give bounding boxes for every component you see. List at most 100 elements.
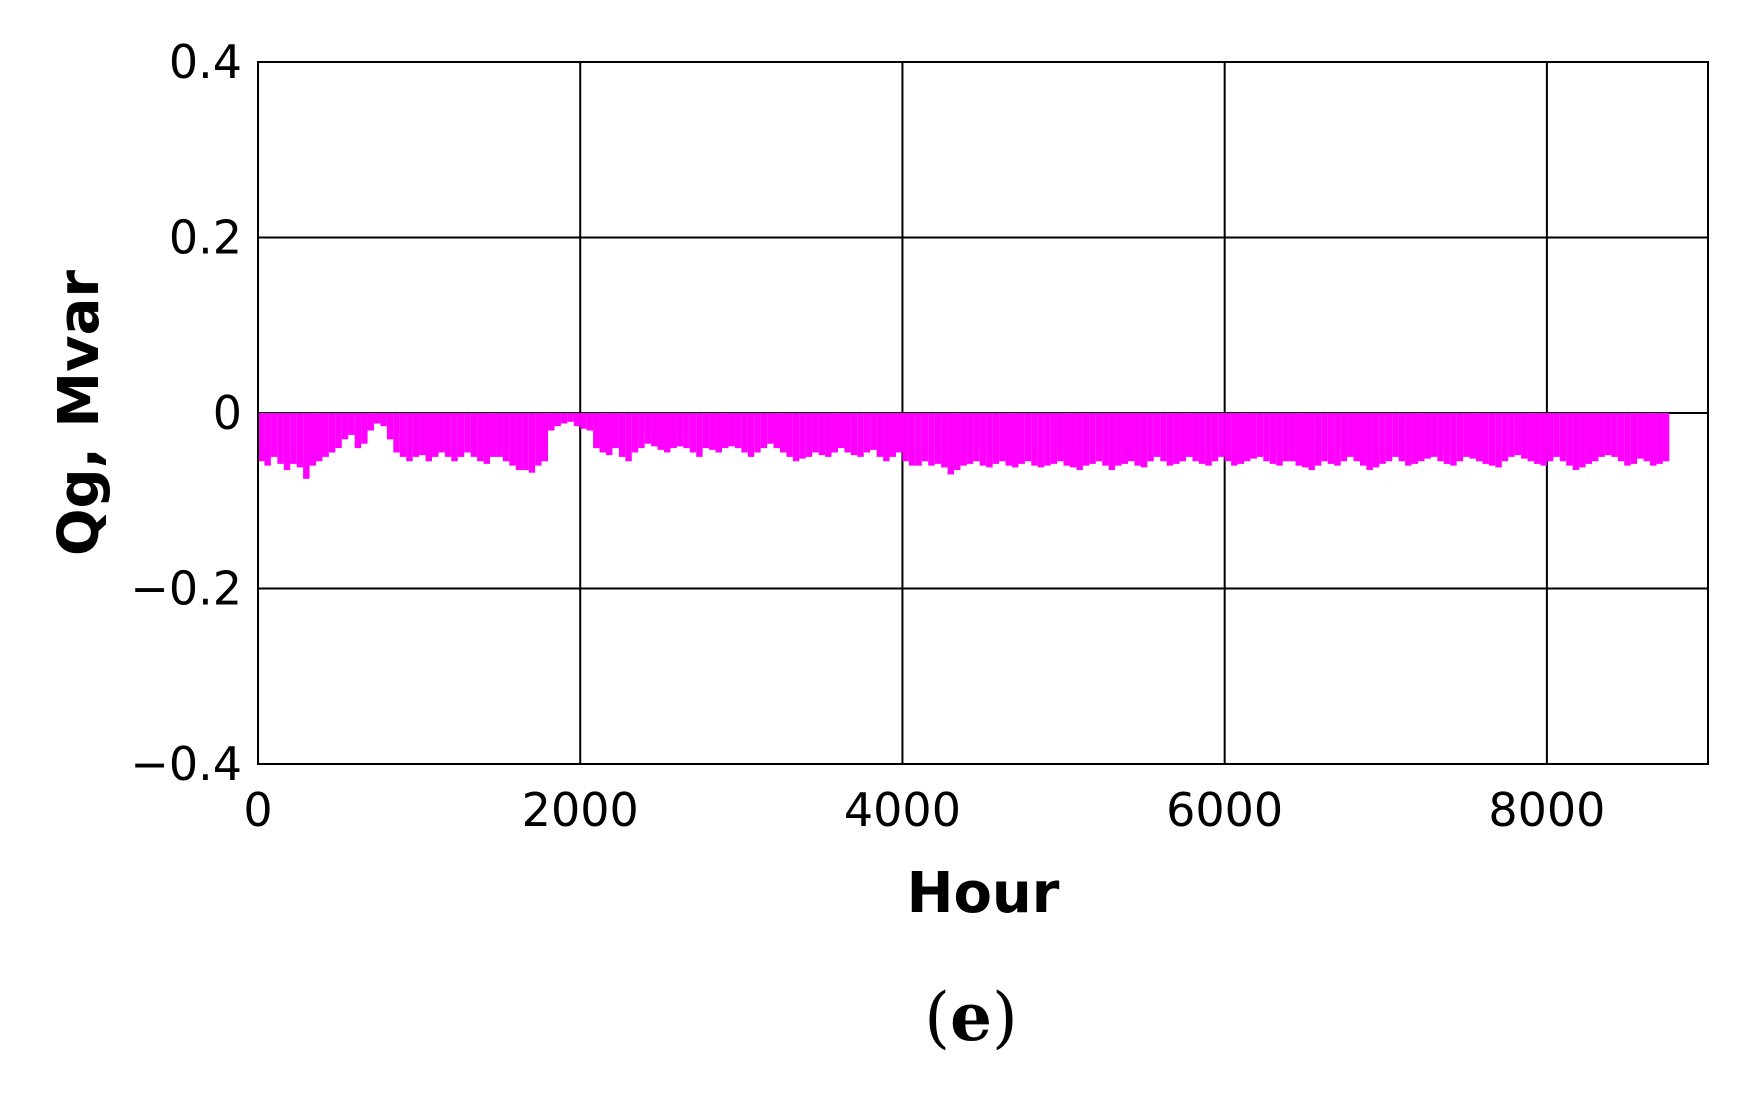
series-bar — [1289, 413, 1296, 462]
series-bar — [838, 413, 845, 449]
series-bar — [1469, 413, 1476, 459]
series-bar — [554, 413, 561, 427]
y-tick-label: 0 — [213, 386, 242, 440]
series-bar — [638, 413, 645, 449]
series-bar — [1321, 413, 1328, 462]
series-bar — [979, 413, 987, 466]
x-tick-label: 8000 — [1488, 783, 1605, 837]
series-bar — [593, 413, 600, 449]
series-bar — [316, 413, 323, 462]
series-bar — [444, 413, 452, 457]
series-bar — [1527, 413, 1534, 462]
series-bar — [586, 413, 594, 431]
series-bar — [1018, 413, 1025, 464]
series-bar — [1411, 413, 1418, 464]
series-bar — [277, 413, 284, 464]
series-bar — [1044, 413, 1051, 466]
series-bar — [573, 413, 581, 427]
series-bar — [966, 413, 974, 464]
series-bar — [1508, 413, 1515, 457]
series-bar — [696, 413, 703, 457]
series-bar — [612, 413, 619, 449]
series-bar — [928, 413, 935, 466]
series-bar — [1643, 413, 1650, 462]
series-bar — [644, 413, 652, 444]
series-bar — [464, 413, 471, 453]
series-bar — [322, 413, 329, 457]
series-bar — [1340, 413, 1348, 462]
series-bar — [876, 413, 884, 457]
series-bar — [348, 413, 355, 435]
series-bar — [863, 413, 871, 453]
series-bar — [1076, 413, 1083, 471]
series-bar — [1198, 413, 1206, 464]
series-bar — [722, 413, 729, 449]
series-bar — [1495, 413, 1502, 468]
y-tick-label: 0.4 — [169, 35, 242, 89]
series-bar — [664, 413, 671, 453]
series-bar — [818, 413, 826, 456]
series-bar — [941, 413, 948, 468]
series-bar — [1192, 413, 1199, 462]
series-bar — [670, 413, 677, 449]
series-bar — [541, 413, 548, 462]
series-bar — [1005, 413, 1012, 466]
series-bar — [1617, 413, 1625, 462]
series-bar — [1347, 413, 1354, 457]
series-bar — [992, 413, 1000, 464]
plot-frame — [257, 61, 1709, 765]
series-bar — [380, 413, 387, 427]
series-bar — [773, 413, 780, 449]
series-bar — [1501, 413, 1509, 462]
series-bar — [1147, 413, 1154, 462]
series-bar — [264, 413, 271, 466]
x-axis-label: Hour — [907, 861, 1060, 926]
series-bar — [973, 413, 980, 462]
series-bar — [1656, 413, 1663, 464]
series-bar — [1553, 413, 1560, 457]
series-bar — [754, 413, 761, 453]
series-bar — [509, 413, 516, 466]
series-bar — [1231, 413, 1238, 466]
y-axis-label: Qg, Mvar — [47, 270, 112, 556]
series-bar — [870, 413, 877, 450]
series-bar — [1379, 413, 1386, 464]
series-bar — [580, 413, 587, 429]
x-tick-label: 6000 — [1166, 783, 1283, 837]
series-bar — [1302, 413, 1309, 468]
series-bar — [631, 413, 639, 453]
series-bar — [1476, 413, 1483, 462]
series-bar — [303, 413, 310, 479]
series-bar — [1327, 413, 1335, 464]
series-bar — [1057, 413, 1064, 462]
series-bar — [341, 413, 349, 440]
series-bar — [1405, 413, 1412, 466]
series-bar — [1095, 413, 1103, 462]
y-tick-label: 0.2 — [169, 211, 242, 265]
series-bar — [960, 413, 967, 466]
series-bar — [805, 413, 813, 457]
series-bar — [1546, 413, 1554, 462]
series-bar — [947, 413, 954, 475]
series-bar — [1398, 413, 1406, 462]
series-bar — [1534, 413, 1541, 464]
series-bar — [715, 413, 722, 453]
series-bar — [792, 413, 800, 462]
series-bar — [1450, 413, 1457, 466]
series-bar — [393, 413, 400, 453]
series-bar — [548, 413, 555, 431]
series-bar — [1282, 413, 1290, 462]
series-bar — [1256, 413, 1264, 457]
series-bar — [747, 413, 755, 457]
series-bar — [1024, 413, 1032, 462]
series-bar — [1250, 413, 1257, 459]
series-bar — [780, 413, 787, 453]
series-bar — [1385, 413, 1393, 462]
series-bar — [399, 413, 407, 457]
series-bar — [1224, 413, 1232, 462]
series-bar — [328, 413, 336, 453]
series-bar — [741, 413, 748, 453]
series-bar — [1456, 413, 1464, 462]
